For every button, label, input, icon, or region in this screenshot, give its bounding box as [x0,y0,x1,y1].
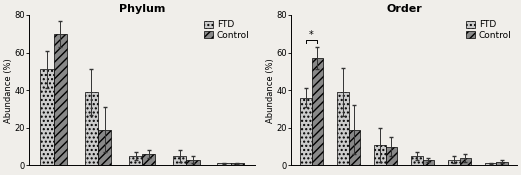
Title: Order: Order [386,4,422,14]
Bar [486,163,497,165]
Bar [98,130,111,165]
Bar [412,156,423,165]
Bar [497,162,507,165]
Bar [84,92,98,165]
Bar [142,154,155,165]
Legend: FTD, Control: FTD, Control [465,19,512,41]
Bar [460,158,470,165]
Bar [301,98,312,165]
Bar [349,130,359,165]
Bar [386,146,396,165]
Y-axis label: Abundance (%): Abundance (%) [266,58,275,122]
Bar [231,163,244,165]
Title: Phylum: Phylum [119,4,165,14]
Bar [187,160,200,165]
Bar [41,69,54,165]
Text: *: * [309,30,314,40]
Bar [423,160,433,165]
Bar [312,58,322,165]
Bar [54,34,67,165]
Y-axis label: Abundance (%): Abundance (%) [4,58,13,122]
Bar [217,163,231,165]
Bar [173,156,187,165]
Bar [129,156,142,165]
Legend: FTD, Control: FTD, Control [203,19,251,41]
Bar [449,160,460,165]
Bar [338,92,349,165]
Bar [375,145,386,165]
